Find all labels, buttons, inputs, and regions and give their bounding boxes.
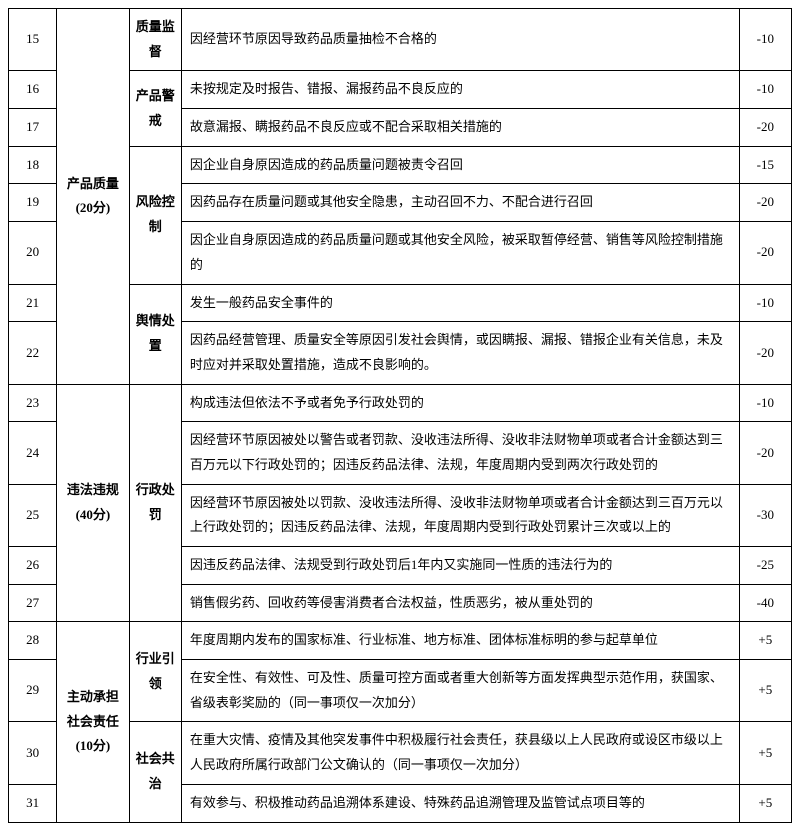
row-number: 24: [9, 422, 57, 484]
score-cell: +5: [739, 660, 791, 722]
score-cell: -25: [739, 547, 791, 585]
row-number: 26: [9, 547, 57, 585]
score-cell: -20: [739, 109, 791, 147]
row-number: 28: [9, 622, 57, 660]
score-cell: -20: [739, 222, 791, 284]
score-cell: -20: [739, 184, 791, 222]
score-cell: -20: [739, 322, 791, 384]
score-cell: -40: [739, 584, 791, 622]
subcategory-cell: 质量监督: [129, 9, 181, 71]
score-cell: +5: [739, 784, 791, 822]
category-cell: 产品质量 (20分): [57, 9, 129, 385]
description-cell: 有效参与、积极推动药品追溯体系建设、特殊药品追溯管理及监管试点项目等的: [181, 784, 739, 822]
description-cell: 在重大灾情、疫情及其他突发事件中积极履行社会责任，获县级以上人民政府或设区市级以…: [181, 722, 739, 784]
category-cell: 违法违规 (40分): [57, 384, 129, 622]
table-row: 23违法违规 (40分)行政处罚构成违法但依法不予或者免予行政处罚的-10: [9, 384, 792, 422]
row-number: 17: [9, 109, 57, 147]
description-cell: 发生一般药品安全事件的: [181, 284, 739, 322]
description-cell: 因企业自身原因造成的药品质量问题或其他安全风险，被采取暂停经营、销售等风险控制措…: [181, 222, 739, 284]
row-number: 15: [9, 9, 57, 71]
subcategory-cell: 社会共治: [129, 722, 181, 822]
description-cell: 因企业自身原因造成的药品质量问题被责令召回: [181, 146, 739, 184]
description-cell: 在安全性、有效性、可及性、质量可控方面或者重大创新等方面发挥典型示范作用，获国家…: [181, 660, 739, 722]
score-cell: -10: [739, 71, 791, 109]
subcategory-cell: 风险控制: [129, 146, 181, 284]
description-cell: 故意漏报、瞒报药品不良反应或不配合采取相关措施的: [181, 109, 739, 147]
row-number: 16: [9, 71, 57, 109]
subcategory-cell: 产品警戒: [129, 71, 181, 146]
score-cell: +5: [739, 722, 791, 784]
scoring-table: 15产品质量 (20分)质量监督因经营环节原因导致药品质量抽检不合格的-1016…: [8, 8, 792, 823]
row-number: 25: [9, 484, 57, 546]
description-cell: 因经营环节原因被处以警告或者罚款、没收违法所得、没收非法财物单项或者合计金额达到…: [181, 422, 739, 484]
row-number: 22: [9, 322, 57, 384]
description-cell: 未按规定及时报告、错报、漏报药品不良反应的: [181, 71, 739, 109]
row-number: 31: [9, 784, 57, 822]
score-cell: -10: [739, 384, 791, 422]
row-number: 30: [9, 722, 57, 784]
table-row: 28主动承担社会责任 (10分)行业引领年度周期内发布的国家标准、行业标准、地方…: [9, 622, 792, 660]
description-cell: 销售假劣药、回收药等侵害消费者合法权益，性质恶劣，被从重处罚的: [181, 584, 739, 622]
row-number: 27: [9, 584, 57, 622]
row-number: 29: [9, 660, 57, 722]
subcategory-cell: 行业引领: [129, 622, 181, 722]
score-cell: -10: [739, 284, 791, 322]
description-cell: 构成违法但依法不予或者免予行政处罚的: [181, 384, 739, 422]
description-cell: 因经营环节原因被处以罚款、没收违法所得、没收非法财物单项或者合计金额达到三百万元…: [181, 484, 739, 546]
table-row: 15产品质量 (20分)质量监督因经营环节原因导致药品质量抽检不合格的-10: [9, 9, 792, 71]
description-cell: 因药品经营管理、质量安全等原因引发社会舆情，或因瞒报、漏报、错报企业有关信息，未…: [181, 322, 739, 384]
score-cell: -15: [739, 146, 791, 184]
row-number: 21: [9, 284, 57, 322]
subcategory-cell: 行政处罚: [129, 384, 181, 622]
score-cell: +5: [739, 622, 791, 660]
score-cell: -30: [739, 484, 791, 546]
description-cell: 年度周期内发布的国家标准、行业标准、地方标准、团体标准标明的参与起草单位: [181, 622, 739, 660]
description-cell: 因药品存在质量问题或其他安全隐患，主动召回不力、不配合进行召回: [181, 184, 739, 222]
row-number: 23: [9, 384, 57, 422]
subcategory-cell: 舆情处置: [129, 284, 181, 384]
row-number: 19: [9, 184, 57, 222]
row-number: 18: [9, 146, 57, 184]
score-cell: -20: [739, 422, 791, 484]
row-number: 20: [9, 222, 57, 284]
description-cell: 因违反药品法律、法规受到行政处罚后1年内又实施同一性质的违法行为的: [181, 547, 739, 585]
category-cell: 主动承担社会责任 (10分): [57, 622, 129, 822]
score-cell: -10: [739, 9, 791, 71]
description-cell: 因经营环节原因导致药品质量抽检不合格的: [181, 9, 739, 71]
